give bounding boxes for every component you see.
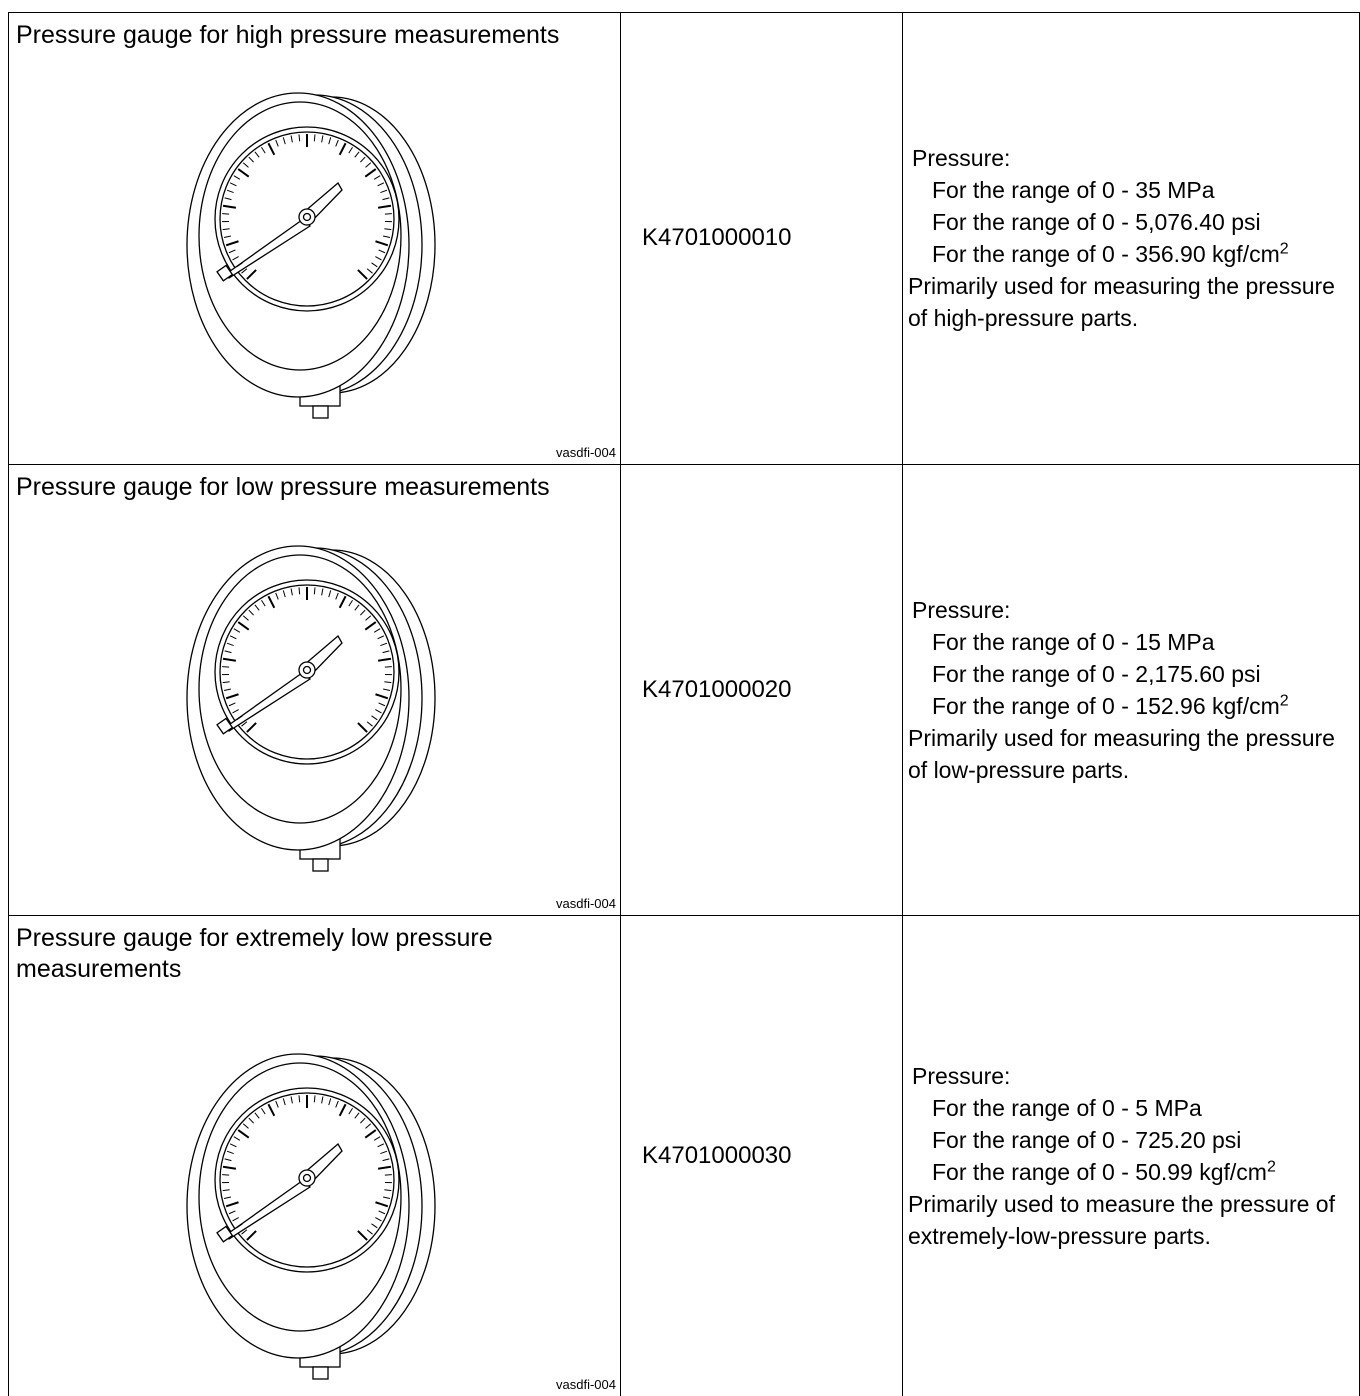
pressure-label: Pressure:: [912, 1062, 1011, 1089]
image-code: vasdfi-004: [556, 1377, 616, 1392]
column-border: [8, 12, 9, 1396]
pressure-range: For the range of 0 - 15 MPa: [908, 626, 1360, 658]
pressure-range: For the range of 0 - 356.90 kgf/cm2: [908, 238, 1360, 270]
usage-note: Primarily used to measure the pressure o…: [908, 1190, 1335, 1249]
range-text: For the range of 0 - 15 MPa: [932, 628, 1215, 655]
range-text: For the range of 0 - 725.20 psi: [932, 1126, 1242, 1153]
tool-name: Pressure gauge for extremely low pressur…: [16, 924, 493, 983]
image-code: vasdfi-004: [556, 445, 616, 460]
part-number: K4701000010: [642, 224, 792, 251]
tool-name: Pressure gauge for low pressure measurem…: [16, 473, 550, 501]
range-text: For the range of 0 - 35 MPa: [932, 177, 1215, 203]
pressure-range: For the range of 0 - 725.20 psi: [908, 1124, 1360, 1156]
superscript: 2: [1266, 1157, 1276, 1175]
part-number: K4701000030: [642, 1141, 792, 1169]
row-border: [8, 12, 1360, 13]
pressure-range: For the range of 0 - 2,175.60 psi: [908, 658, 1360, 690]
name-cell: Pressure gauge for extremely low pressur…: [8, 915, 620, 1396]
name-cell: Pressure gauge for high pressure measure…: [8, 12, 620, 464]
pressure-range: For the range of 0 - 50.99 kgf/cm2: [908, 1156, 1360, 1188]
range-text: For the range of 0 - 50.99 kgf/cm: [932, 1158, 1267, 1185]
range-text: For the range of 0 - 2,175.60 psi: [932, 660, 1261, 687]
row-border: [8, 464, 1360, 465]
part-number: K4701000020: [642, 675, 792, 703]
range-text: For the range of 0 - 5 MPa: [932, 1094, 1202, 1121]
pressure-range: For the range of 0 - 5 MPa: [908, 1092, 1360, 1124]
description-cell: Pressure: For the range of 0 - 35 MPa For …: [902, 12, 1360, 464]
superscript: 2: [1279, 691, 1289, 709]
column-border: [620, 12, 621, 1396]
range-text: For the range of 0 - 152.96 kgf/cm: [932, 692, 1280, 719]
pressure-label: Pressure:: [912, 596, 1011, 623]
range-text: For the range of 0 - 356.90 kgf/cm: [932, 241, 1280, 267]
pressure-label: Pressure:: [912, 145, 1011, 171]
pressure-range: For the range of 0 - 5,076.40 psi: [908, 206, 1360, 238]
image-code: vasdfi-004: [556, 896, 616, 911]
usage-note: Primarily used for measuring the pressur…: [908, 724, 1335, 783]
usage-note: Primarily used for measuring the pressur…: [908, 273, 1335, 331]
tool-name: Pressure gauge for high pressure measure…: [16, 21, 560, 49]
part-number-cell: K4701000010: [620, 12, 902, 464]
description-cell: Pressure: For the range of 0 - 15 MPa For …: [902, 464, 1360, 915]
column-border: [902, 12, 903, 1396]
range-text: For the range of 0 - 5,076.40 psi: [932, 209, 1261, 235]
row-border: [8, 915, 1360, 916]
pressure-range: For the range of 0 - 152.96 kgf/cm2: [908, 690, 1360, 722]
part-number-cell: K4701000030: [620, 915, 902, 1396]
superscript: 2: [1279, 240, 1289, 258]
part-number-cell: K4701000020: [620, 464, 902, 915]
name-cell: Pressure gauge for low pressure measurem…: [8, 464, 620, 915]
pressure-range: For the range of 0 - 35 MPa: [908, 174, 1360, 206]
description-cell: Pressure: For the range of 0 - 5 MPa For t…: [902, 915, 1360, 1396]
